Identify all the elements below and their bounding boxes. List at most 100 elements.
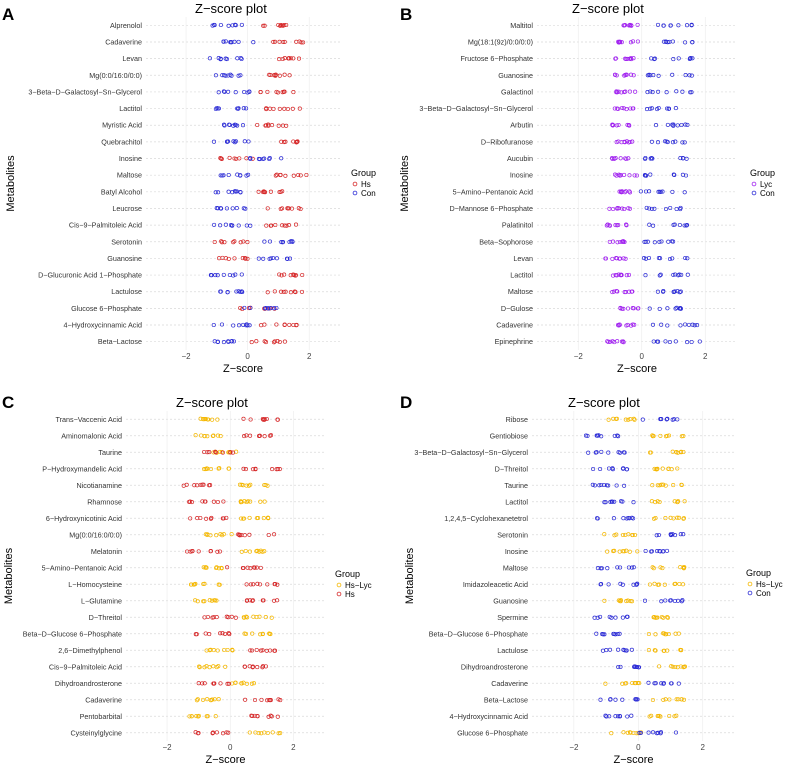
data-point — [626, 272, 632, 277]
data-point — [611, 206, 616, 212]
data-point — [624, 548, 629, 553]
data-point — [655, 549, 660, 554]
x-tick-label: −2 — [569, 743, 579, 752]
data-point — [614, 532, 619, 537]
data-point — [226, 681, 231, 686]
data-point — [624, 107, 629, 112]
data-point — [244, 323, 249, 328]
data-point — [262, 549, 267, 554]
data-point — [227, 632, 232, 637]
data-point — [195, 697, 200, 702]
data-point — [250, 713, 255, 719]
data-point — [219, 566, 224, 571]
data-point — [220, 173, 225, 178]
data-point — [277, 73, 282, 78]
data-point — [272, 39, 278, 44]
data-point — [203, 467, 208, 472]
data-point — [613, 697, 618, 702]
data-point — [221, 89, 226, 94]
data-point — [221, 39, 226, 44]
data-point — [258, 90, 263, 95]
category-label: Imidazoleacetic Acid — [463, 580, 528, 589]
data-point — [238, 173, 243, 178]
data-point — [243, 467, 248, 472]
data-point — [211, 139, 217, 144]
data-point — [281, 89, 286, 94]
data-point — [617, 256, 622, 261]
category-label: D−Gulose — [501, 304, 533, 313]
data-point — [208, 698, 213, 703]
legend-marker — [336, 591, 342, 597]
data-point — [214, 565, 219, 571]
data-point — [210, 417, 215, 422]
data-point — [216, 466, 221, 471]
data-point — [657, 306, 662, 311]
data-point — [595, 433, 600, 438]
data-point — [626, 156, 631, 161]
x-tick-label: −2 — [163, 743, 173, 752]
data-point — [668, 23, 673, 28]
data-point — [617, 714, 623, 719]
chart-title: Z−score plot — [568, 395, 640, 410]
data-point — [243, 631, 249, 636]
category-label: 2,6−Dimethylphenol — [58, 646, 122, 655]
legend-marker — [352, 181, 358, 187]
data-point — [251, 582, 256, 587]
data-point — [655, 499, 660, 504]
data-point — [643, 256, 648, 261]
data-point — [212, 222, 217, 227]
data-point — [246, 483, 251, 488]
data-point — [668, 205, 673, 211]
data-point — [277, 189, 282, 195]
category-label: Lactulose — [497, 646, 528, 655]
data-point — [659, 681, 664, 686]
data-point — [671, 289, 677, 295]
data-point — [286, 206, 291, 211]
data-point — [671, 272, 676, 277]
data-point — [652, 581, 657, 586]
panel-d: D Z−score plot Ribose Gentiobiose 3−Beta−D−G… — [400, 393, 783, 766]
data-point — [226, 256, 231, 261]
data-point — [251, 565, 257, 570]
data-point — [623, 532, 628, 537]
legend-label: Hs−Lyc — [756, 580, 783, 589]
data-point — [264, 106, 269, 111]
data-point — [642, 598, 648, 603]
data-point — [661, 697, 666, 702]
data-point — [685, 340, 690, 345]
data-point — [683, 173, 689, 178]
data-point — [651, 516, 657, 521]
data-point — [679, 272, 684, 277]
data-point — [218, 631, 223, 636]
data-point — [675, 466, 680, 471]
data-point — [209, 273, 214, 278]
category-label: Beta−D−Glucose 6−Phosphate — [23, 629, 122, 638]
category-label: Quebrachitol — [101, 137, 142, 146]
category-label: Inosine — [505, 547, 528, 556]
data-point — [262, 322, 267, 327]
data-point — [220, 631, 225, 636]
data-point — [675, 515, 680, 520]
data-point — [630, 306, 635, 311]
data-point — [274, 322, 279, 327]
data-point — [207, 56, 212, 61]
data-point — [210, 730, 216, 735]
data-point — [213, 714, 218, 719]
data-point — [291, 139, 296, 144]
data-point — [275, 714, 280, 719]
data-point — [616, 106, 621, 111]
data-point — [680, 598, 685, 603]
data-point — [624, 614, 630, 619]
category-label: Guanosine — [493, 596, 528, 605]
data-point — [208, 647, 213, 652]
data-point — [265, 483, 270, 488]
data-point — [647, 306, 652, 311]
data-point — [652, 240, 657, 245]
category-label: Epinephrine — [495, 337, 533, 346]
category-label: Leucrose — [112, 204, 142, 213]
data-point — [653, 123, 659, 128]
data-point — [602, 632, 607, 637]
data-point — [210, 23, 215, 28]
category-label: Mg(0:0/16:0/0:0) — [69, 530, 122, 539]
data-point — [625, 730, 630, 735]
